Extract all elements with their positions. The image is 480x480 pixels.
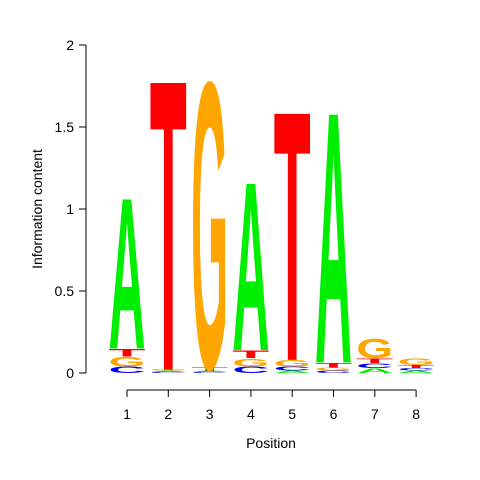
logo-letter-g: G — [398, 357, 435, 367]
y-tick-label: 0.5 — [55, 283, 75, 299]
logo-letter-t: T — [109, 347, 147, 360]
logo-letter-a: A — [150, 370, 187, 372]
logo-letter-t: T — [274, 38, 311, 437]
y-axis-title: Information content — [29, 149, 45, 269]
logo-letter-a: A — [191, 370, 228, 372]
logo-letter-g: G — [191, 0, 228, 455]
logo-letter-c: C — [191, 372, 228, 374]
logo-letter-c: C — [274, 365, 311, 371]
x-tick-label: 3 — [206, 406, 214, 422]
logo-letter-c: C — [109, 365, 146, 375]
logo-letter-t: T — [398, 364, 435, 369]
logo-letter-t: T — [315, 361, 352, 369]
logo-letter-c: C — [150, 372, 187, 374]
logo-letter-g: G — [315, 366, 352, 371]
y-tick-label: 0 — [66, 365, 74, 381]
y-tick-label: 2 — [66, 37, 74, 53]
logo-letter-a: A — [232, 131, 269, 401]
logo-letter-c: C — [232, 365, 269, 375]
logo-letter-c: C — [315, 370, 352, 374]
logo-letter-a: A — [398, 370, 435, 374]
logo-letter-a: A — [109, 154, 146, 395]
x-axis: 1 2 3 4 5 6 7 8 — [123, 389, 420, 422]
logo-letter-a: A — [356, 367, 393, 375]
logo-letter-g: G — [109, 354, 146, 369]
y-tick-label: 1 — [66, 201, 74, 217]
logo-letter-g: G — [150, 370, 187, 372]
logo-letter-c: C — [356, 362, 393, 370]
y-tick-label: 1.5 — [55, 119, 75, 135]
x-tick-label: 7 — [371, 406, 379, 422]
logo-letter-t: T — [191, 367, 228, 372]
logo-letter-t: T — [232, 348, 270, 361]
logo-letter-a: A — [274, 370, 311, 374]
logo-letter-t: T — [356, 357, 393, 365]
logo-letter-g: G — [232, 357, 269, 370]
logo-letter-a: A — [315, 38, 352, 440]
logo-letter-g: G — [356, 334, 393, 364]
x-tick-label: 8 — [412, 406, 420, 422]
x-tick-label: 6 — [330, 406, 338, 422]
x-tick-label: 5 — [288, 406, 296, 422]
x-tick-label: 1 — [123, 406, 131, 422]
logo-letter-c: C — [398, 367, 435, 371]
x-tick-label: 2 — [164, 406, 172, 422]
x-axis-title: Position — [246, 435, 296, 451]
x-tick-label: 4 — [247, 406, 255, 422]
y-axis: 0 0.5 1 1.5 2 — [55, 37, 87, 381]
logo-letter-t: T — [150, 0, 187, 459]
logo-letter-g: G — [274, 358, 311, 368]
